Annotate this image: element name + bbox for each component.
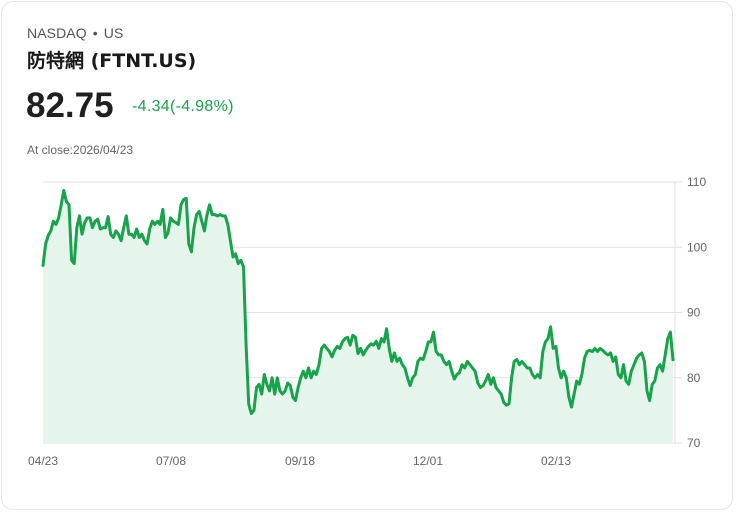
stock-price: 82.75 [26, 86, 114, 125]
exchange-line: NASDAQ • US [27, 25, 123, 41]
x-tick-label: 09/18 [285, 454, 315, 468]
price-line [41, 189, 675, 416]
y-tick-label: 110 [687, 175, 706, 189]
stock-title: 防特網 (FTNT.US) [27, 50, 197, 72]
x-tick-label: 04/23 [28, 454, 58, 468]
x-tick-label: 07/08 [156, 454, 186, 468]
x-axis-labels: 04/23 07/08 09/18 12/01 02/13 [28, 454, 571, 468]
x-tick-label: 02/13 [541, 454, 571, 468]
y-tick-label: 90 [687, 306, 701, 320]
separator-dot: • [92, 25, 98, 41]
x-tick-label: 12/01 [413, 454, 443, 468]
price-change: -4.34(-4.98%) [132, 98, 234, 115]
exchange-name: NASDAQ [27, 25, 87, 41]
price-area-fill [43, 190, 673, 443]
y-tick-label: 70 [687, 436, 701, 450]
region-label: US [103, 25, 124, 41]
close-timestamp: At close:2026/04/23 [27, 143, 134, 157]
y-tick-label: 80 [687, 371, 701, 385]
y-tick-label: 100 [687, 240, 707, 254]
y-axis-labels: 110 100 90 80 70 [687, 175, 707, 450]
